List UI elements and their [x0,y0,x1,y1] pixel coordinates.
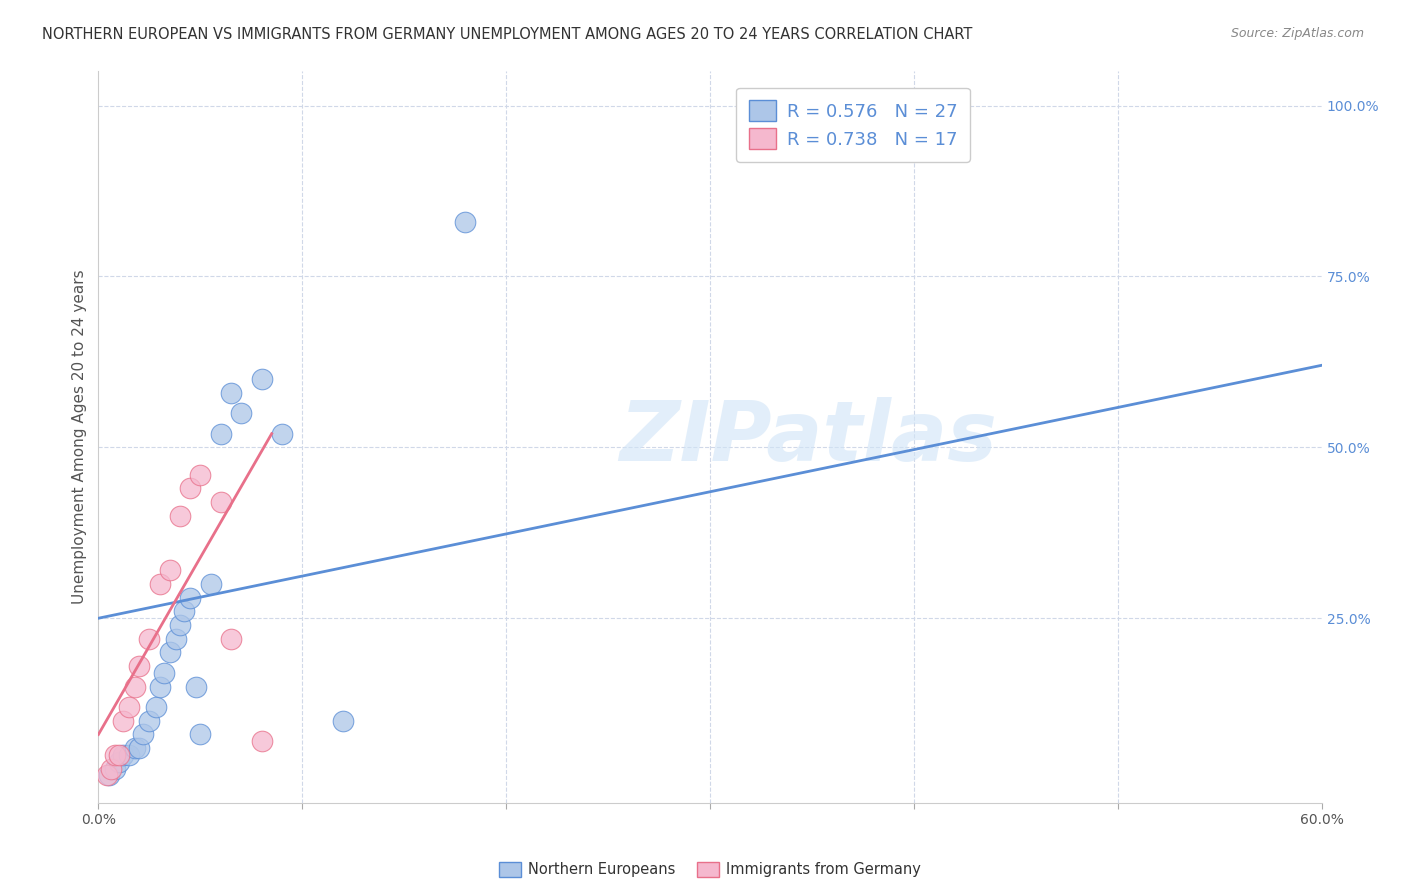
Point [169,618,191,632]
Point [219,385,242,400]
Point [111,714,134,728]
Point [159,563,181,577]
Point [97,768,120,782]
Point [173,604,195,618]
Point [104,747,127,762]
Point [179,591,201,605]
Point [104,762,127,776]
Point [132,727,155,741]
Point [219,632,242,646]
Point [231,406,253,420]
Point [96,768,118,782]
Point [454,215,477,229]
Text: Source: ZipAtlas.com: Source: ZipAtlas.com [1230,27,1364,40]
Point [332,714,354,728]
Point [270,426,294,441]
Point [108,747,131,762]
Point [108,755,131,769]
Point [200,577,222,591]
Point [159,645,181,659]
Point [250,734,273,748]
Point [124,741,146,756]
Point [188,727,212,741]
Point [152,665,174,680]
Point [149,577,172,591]
Text: NORTHERN EUROPEAN VS IMMIGRANTS FROM GERMANY UNEMPLOYMENT AMONG AGES 20 TO 24 YE: NORTHERN EUROPEAN VS IMMIGRANTS FROM GER… [42,27,973,42]
Text: ZIPatlas: ZIPatlas [619,397,997,477]
Point [209,426,232,441]
Point [128,659,150,673]
Point [209,495,232,509]
Point [186,680,208,694]
Point [138,632,160,646]
Point [149,680,172,694]
Point [188,467,212,482]
Point [165,632,187,646]
Point [118,747,141,762]
Point [111,747,134,762]
Point [124,680,146,694]
Point [100,762,122,776]
Point [179,481,201,495]
Point [118,700,141,714]
Point [128,741,150,756]
Point [250,372,273,386]
Y-axis label: Unemployment Among Ages 20 to 24 years: Unemployment Among Ages 20 to 24 years [72,269,87,605]
Point [138,714,160,728]
Point [169,508,191,523]
Legend: Northern Europeans, Immigrants from Germany: Northern Europeans, Immigrants from Germ… [494,856,927,883]
Point [145,700,167,714]
